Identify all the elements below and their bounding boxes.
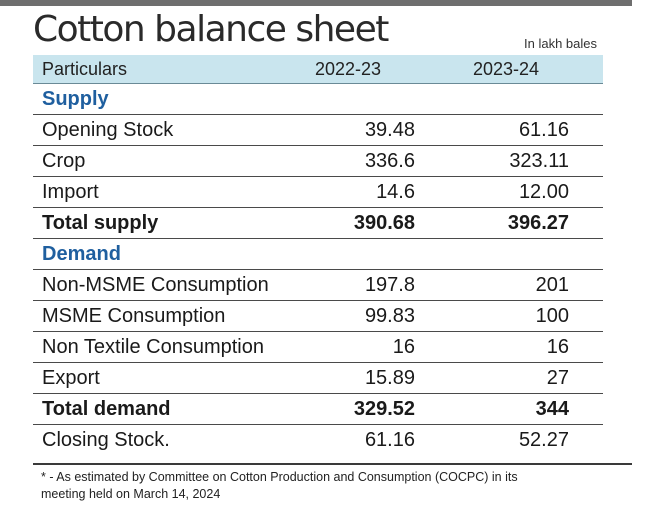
row-value-2022-23: 39.48	[364, 118, 415, 141]
row-value-2023-24: 344	[535, 397, 569, 420]
table-row: Export 15.89 27	[33, 363, 603, 394]
row-label: Total demand	[42, 397, 171, 420]
table-row: Crop 336.6 323.11	[33, 146, 603, 177]
row-value-2022-23: 16	[392, 335, 415, 358]
row-value-2023-24: 201	[535, 273, 569, 296]
header-2022-23: 2022-23	[314, 58, 381, 79]
row-label: Closing Stock.	[42, 429, 170, 451]
row-label: Opening Stock	[42, 118, 174, 141]
header-particulars: Particulars	[42, 58, 128, 79]
row-label: MSME Consumption	[42, 304, 226, 327]
top-bar	[0, 0, 632, 6]
row-label: Export	[42, 366, 100, 389]
row-value-2022-23: 336.6	[364, 149, 415, 172]
closing-stock-row: Closing Stock. 61.16 52.27	[33, 425, 603, 456]
total-supply-row: Total supply 390.68 396.27	[33, 208, 603, 239]
row-value-2023-24: 61.16	[518, 118, 569, 141]
row-label: Total supply	[42, 211, 159, 234]
row-value-2022-23: 197.8	[364, 273, 415, 296]
row-value-2022-23: 14.6	[376, 180, 415, 203]
table-row: Opening Stock 39.48 61.16	[33, 115, 603, 146]
row-value-2023-24: 27	[546, 366, 569, 389]
section-label: Supply	[42, 87, 109, 110]
section-label: Demand	[42, 242, 121, 265]
page-title: Cotton balance sheet	[33, 9, 389, 50]
balance-table: Particulars 2022-23 2023-24 Supply Openi…	[33, 55, 603, 456]
row-value-2022-23: 329.52	[353, 397, 415, 420]
table-row: Import 14.6 12.00	[33, 177, 603, 208]
row-value-2022-23: 390.68	[353, 211, 415, 234]
row-value-2022-23: 99.83	[364, 304, 415, 327]
row-value-2022-23: 15.89	[364, 366, 415, 389]
row-value-2022-23: 61.16	[364, 429, 415, 451]
row-label: Non Textile Consumption	[42, 335, 264, 358]
section-heading-supply: Supply	[33, 84, 603, 115]
row-value-2023-24: 12.00	[518, 180, 569, 203]
table-row: MSME Consumption 99.83 100	[33, 301, 603, 332]
header-2023-24: 2023-24	[472, 58, 539, 79]
footnote: * - As estimated by Committee on Cotton …	[41, 470, 518, 501]
row-label: Crop	[42, 149, 86, 172]
row-label: Non-MSME Consumption	[42, 273, 269, 296]
row-value-2023-24: 396.27	[507, 211, 569, 234]
table-row: Non Textile Consumption 16 16	[33, 332, 603, 363]
row-value-2023-24: 16	[546, 335, 569, 358]
unit-note: In lakh bales	[524, 36, 597, 51]
section-heading-demand: Demand	[33, 239, 603, 270]
table-header-row: Particulars 2022-23 2023-24	[33, 55, 603, 84]
row-value-2023-24: 323.11	[509, 149, 569, 172]
total-demand-row: Total demand 329.52 344	[33, 394, 603, 425]
row-label: Import	[42, 180, 99, 203]
table-row: Non-MSME Consumption 197.8 201	[33, 270, 603, 301]
row-value-2023-24: 52.27	[518, 429, 569, 451]
row-value-2023-24: 100	[535, 304, 569, 327]
bottom-divider	[33, 463, 632, 465]
